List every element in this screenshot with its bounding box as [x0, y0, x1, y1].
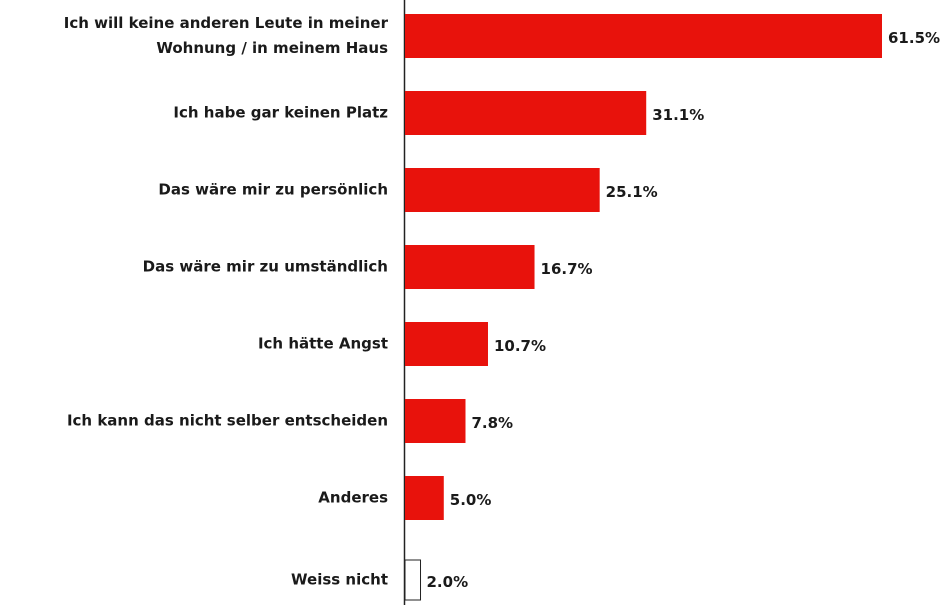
value-label: 31.1% — [652, 106, 705, 124]
value-label: 16.7% — [540, 260, 593, 278]
bar — [404, 559, 422, 601]
value-label: 5.0% — [449, 491, 492, 509]
value-label: 25.1% — [605, 183, 658, 201]
value-label: 10.7% — [493, 337, 547, 355]
category-label: Ich habe gar keinen Platz — [173, 103, 388, 122]
value-label: 7.8% — [471, 414, 514, 432]
category-label: Das wäre mir zu umständlich — [142, 257, 388, 276]
category-label: Ich will keine anderen Leute in meiner W… — [63, 14, 388, 57]
bar — [405, 168, 600, 212]
value-label: 2.0% — [426, 573, 469, 591]
value-label: 61.5% — [888, 29, 941, 47]
category-label: Anderes — [318, 488, 388, 507]
bar — [405, 91, 647, 135]
bar — [405, 245, 535, 289]
category-label: Weiss nicht — [291, 570, 388, 589]
bar — [405, 322, 488, 366]
category-label: Ich kann das nicht selber entscheiden — [66, 411, 388, 430]
bar — [405, 476, 444, 520]
category-label: Ich hätte Angst — [257, 334, 388, 353]
category-label: Das wäre mir zu persönlich — [158, 180, 388, 199]
bar — [405, 14, 882, 58]
bar — [405, 399, 466, 443]
